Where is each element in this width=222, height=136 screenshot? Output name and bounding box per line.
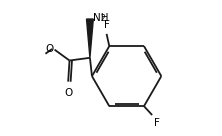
Text: F: F [153, 118, 159, 128]
Text: O: O [46, 44, 54, 54]
Polygon shape [87, 19, 93, 58]
Text: O: O [64, 88, 72, 98]
Text: 2: 2 [101, 14, 105, 23]
Text: NH: NH [93, 13, 109, 23]
Text: F: F [104, 21, 109, 30]
